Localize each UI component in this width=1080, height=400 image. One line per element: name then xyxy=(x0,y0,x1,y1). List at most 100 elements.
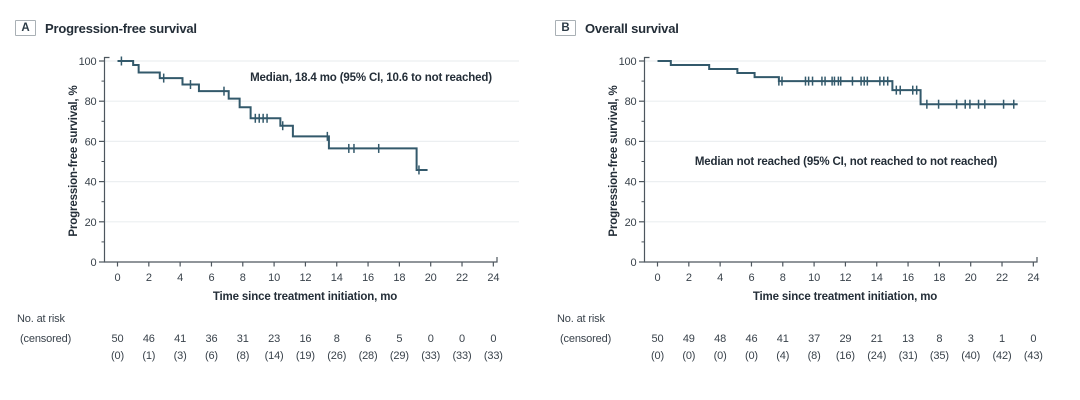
axis-frame xyxy=(103,56,498,263)
risk-censored-value: (29) xyxy=(390,350,409,362)
y-tick-label: 0 xyxy=(631,257,637,269)
panel-a-letter-box: A xyxy=(15,20,36,36)
x-tick-label: 22 xyxy=(996,272,1008,284)
risk-censored-value: (1) xyxy=(142,350,155,362)
risk-censored-value: (6) xyxy=(205,350,218,362)
y-tick-label: 20 xyxy=(85,217,97,229)
risk-censored-value: (24) xyxy=(867,350,886,362)
x-tick-label: 18 xyxy=(933,272,945,284)
risk-censored-value: (35) xyxy=(930,350,949,362)
risk-at-risk-value: 16 xyxy=(299,333,311,345)
risk-censored-value: (33) xyxy=(484,350,503,362)
risk-censored-value: (0) xyxy=(651,350,664,362)
x-tick-label: 24 xyxy=(487,272,499,284)
km-curve xyxy=(117,60,428,171)
risk-at-risk-value: 49 xyxy=(683,333,695,345)
x-tick-label: 20 xyxy=(425,272,437,284)
risk-header: No. at risk xyxy=(557,313,606,325)
panel-a-title: Progression-free survival xyxy=(45,20,197,36)
y-tick-label: 60 xyxy=(625,136,637,148)
risk-censored-value: (4) xyxy=(776,350,789,362)
risk-at-risk-value: 1 xyxy=(999,333,1005,345)
risk-censored-value: (8) xyxy=(236,350,249,362)
y-tick-label: 80 xyxy=(85,96,97,108)
x-tick-label: 8 xyxy=(240,272,246,284)
risk-censored-value: (16) xyxy=(836,350,855,362)
risk-censored-value: (31) xyxy=(899,350,918,362)
risk-at-risk-value: 46 xyxy=(143,333,155,345)
risk-censored-value: (8) xyxy=(808,350,821,362)
risk-censored-value: (43) xyxy=(1024,350,1043,362)
risk-censored-value: (19) xyxy=(296,350,315,362)
risk-at-risk-value: 29 xyxy=(839,333,851,345)
x-tick-label: 8 xyxy=(780,272,786,284)
panel-b-title: Overall survival xyxy=(585,20,679,36)
risk-at-risk-value: 0 xyxy=(459,333,465,345)
panel-progression-free-survival: A Progression-free survival 0 20 40 60 80 100… xyxy=(15,20,519,362)
median-annotation: Median, 18.4 mo (95% CI, 10.6 to not rea… xyxy=(250,72,492,84)
x-tick-label: 12 xyxy=(839,272,851,284)
risk-subheader: (censored) xyxy=(560,333,611,345)
risk-at-risk-value: 3 xyxy=(968,333,974,345)
risk-at-risk-value: 50 xyxy=(112,333,124,345)
x-tick-label: 22 xyxy=(456,272,468,284)
x-tick-label: 0 xyxy=(655,272,661,284)
risk-censored-value: (0) xyxy=(111,350,124,362)
y-tick-label: 0 xyxy=(91,257,97,269)
risk-at-risk-value: 36 xyxy=(205,333,217,345)
x-tick-label: 16 xyxy=(902,272,914,284)
x-tick-label: 16 xyxy=(362,272,374,284)
risk-at-risk-value: 8 xyxy=(334,333,340,345)
km-curve xyxy=(657,60,1018,106)
median-annotation: Median not reached (95% CI, not reached … xyxy=(695,156,998,168)
risk-censored-value: (0) xyxy=(682,350,695,362)
panel-overall-survival: B Overall survival 0 20 40 60 80 100 0 2 4 6 8 10 12… xyxy=(540,0,1080,400)
risk-censored-value: (26) xyxy=(327,350,346,362)
risk-at-risk-value: 0 xyxy=(490,333,496,345)
x-tick-label: 20 xyxy=(965,272,977,284)
risk-at-risk-value: 13 xyxy=(902,333,914,345)
y-tick-label: 40 xyxy=(625,177,637,189)
risk-subheader: (censored) xyxy=(20,333,71,345)
risk-at-risk-value: 8 xyxy=(936,333,942,345)
y-tick-label: 60 xyxy=(85,136,97,148)
y-axis-label: Progression-free survival, % xyxy=(68,85,80,236)
x-tick-label: 4 xyxy=(717,272,723,284)
x-tick-label: 2 xyxy=(146,272,152,284)
risk-at-risk-value: 41 xyxy=(777,333,789,345)
risk-censored-value: (42) xyxy=(993,350,1012,362)
x-tick-label: 10 xyxy=(808,272,820,284)
panel-b-header: B Overall survival xyxy=(555,20,679,36)
risk-at-risk-value: 5 xyxy=(396,333,402,345)
risk-censored-value: (3) xyxy=(174,350,187,362)
y-tick-label: 100 xyxy=(619,56,637,68)
y-tick-label: 80 xyxy=(625,96,637,108)
risk-at-risk-value: 50 xyxy=(652,333,664,345)
x-tick-label: 14 xyxy=(871,272,883,284)
y-tick-label: 20 xyxy=(625,217,637,229)
risk-at-risk-value: 41 xyxy=(174,333,186,345)
x-tick-label: 2 xyxy=(686,272,692,284)
risk-censored-value: (33) xyxy=(453,350,472,362)
risk-header: No. at risk xyxy=(17,313,66,325)
y-tick-label: 40 xyxy=(85,177,97,189)
risk-at-risk-value: 46 xyxy=(745,333,757,345)
risk-at-risk-value: 31 xyxy=(237,333,249,345)
x-tick-label: 0 xyxy=(115,272,121,284)
risk-censored-value: (33) xyxy=(421,350,440,362)
risk-at-risk-value: 0 xyxy=(428,333,434,345)
risk-censored-value: (28) xyxy=(359,350,378,362)
x-tick-label: 6 xyxy=(748,272,754,284)
risk-censored-value: (0) xyxy=(745,350,758,362)
risk-censored-value: (40) xyxy=(961,350,980,362)
y-tick-label: 100 xyxy=(79,56,97,68)
risk-at-risk-value: 21 xyxy=(871,333,883,345)
panel-b-letter-box: B xyxy=(555,20,576,36)
y-axis-label: Progression-free survival, % xyxy=(608,85,620,236)
risk-censored-value: (14) xyxy=(265,350,284,362)
x-tick-label: 10 xyxy=(268,272,280,284)
x-tick-label: 18 xyxy=(393,272,405,284)
